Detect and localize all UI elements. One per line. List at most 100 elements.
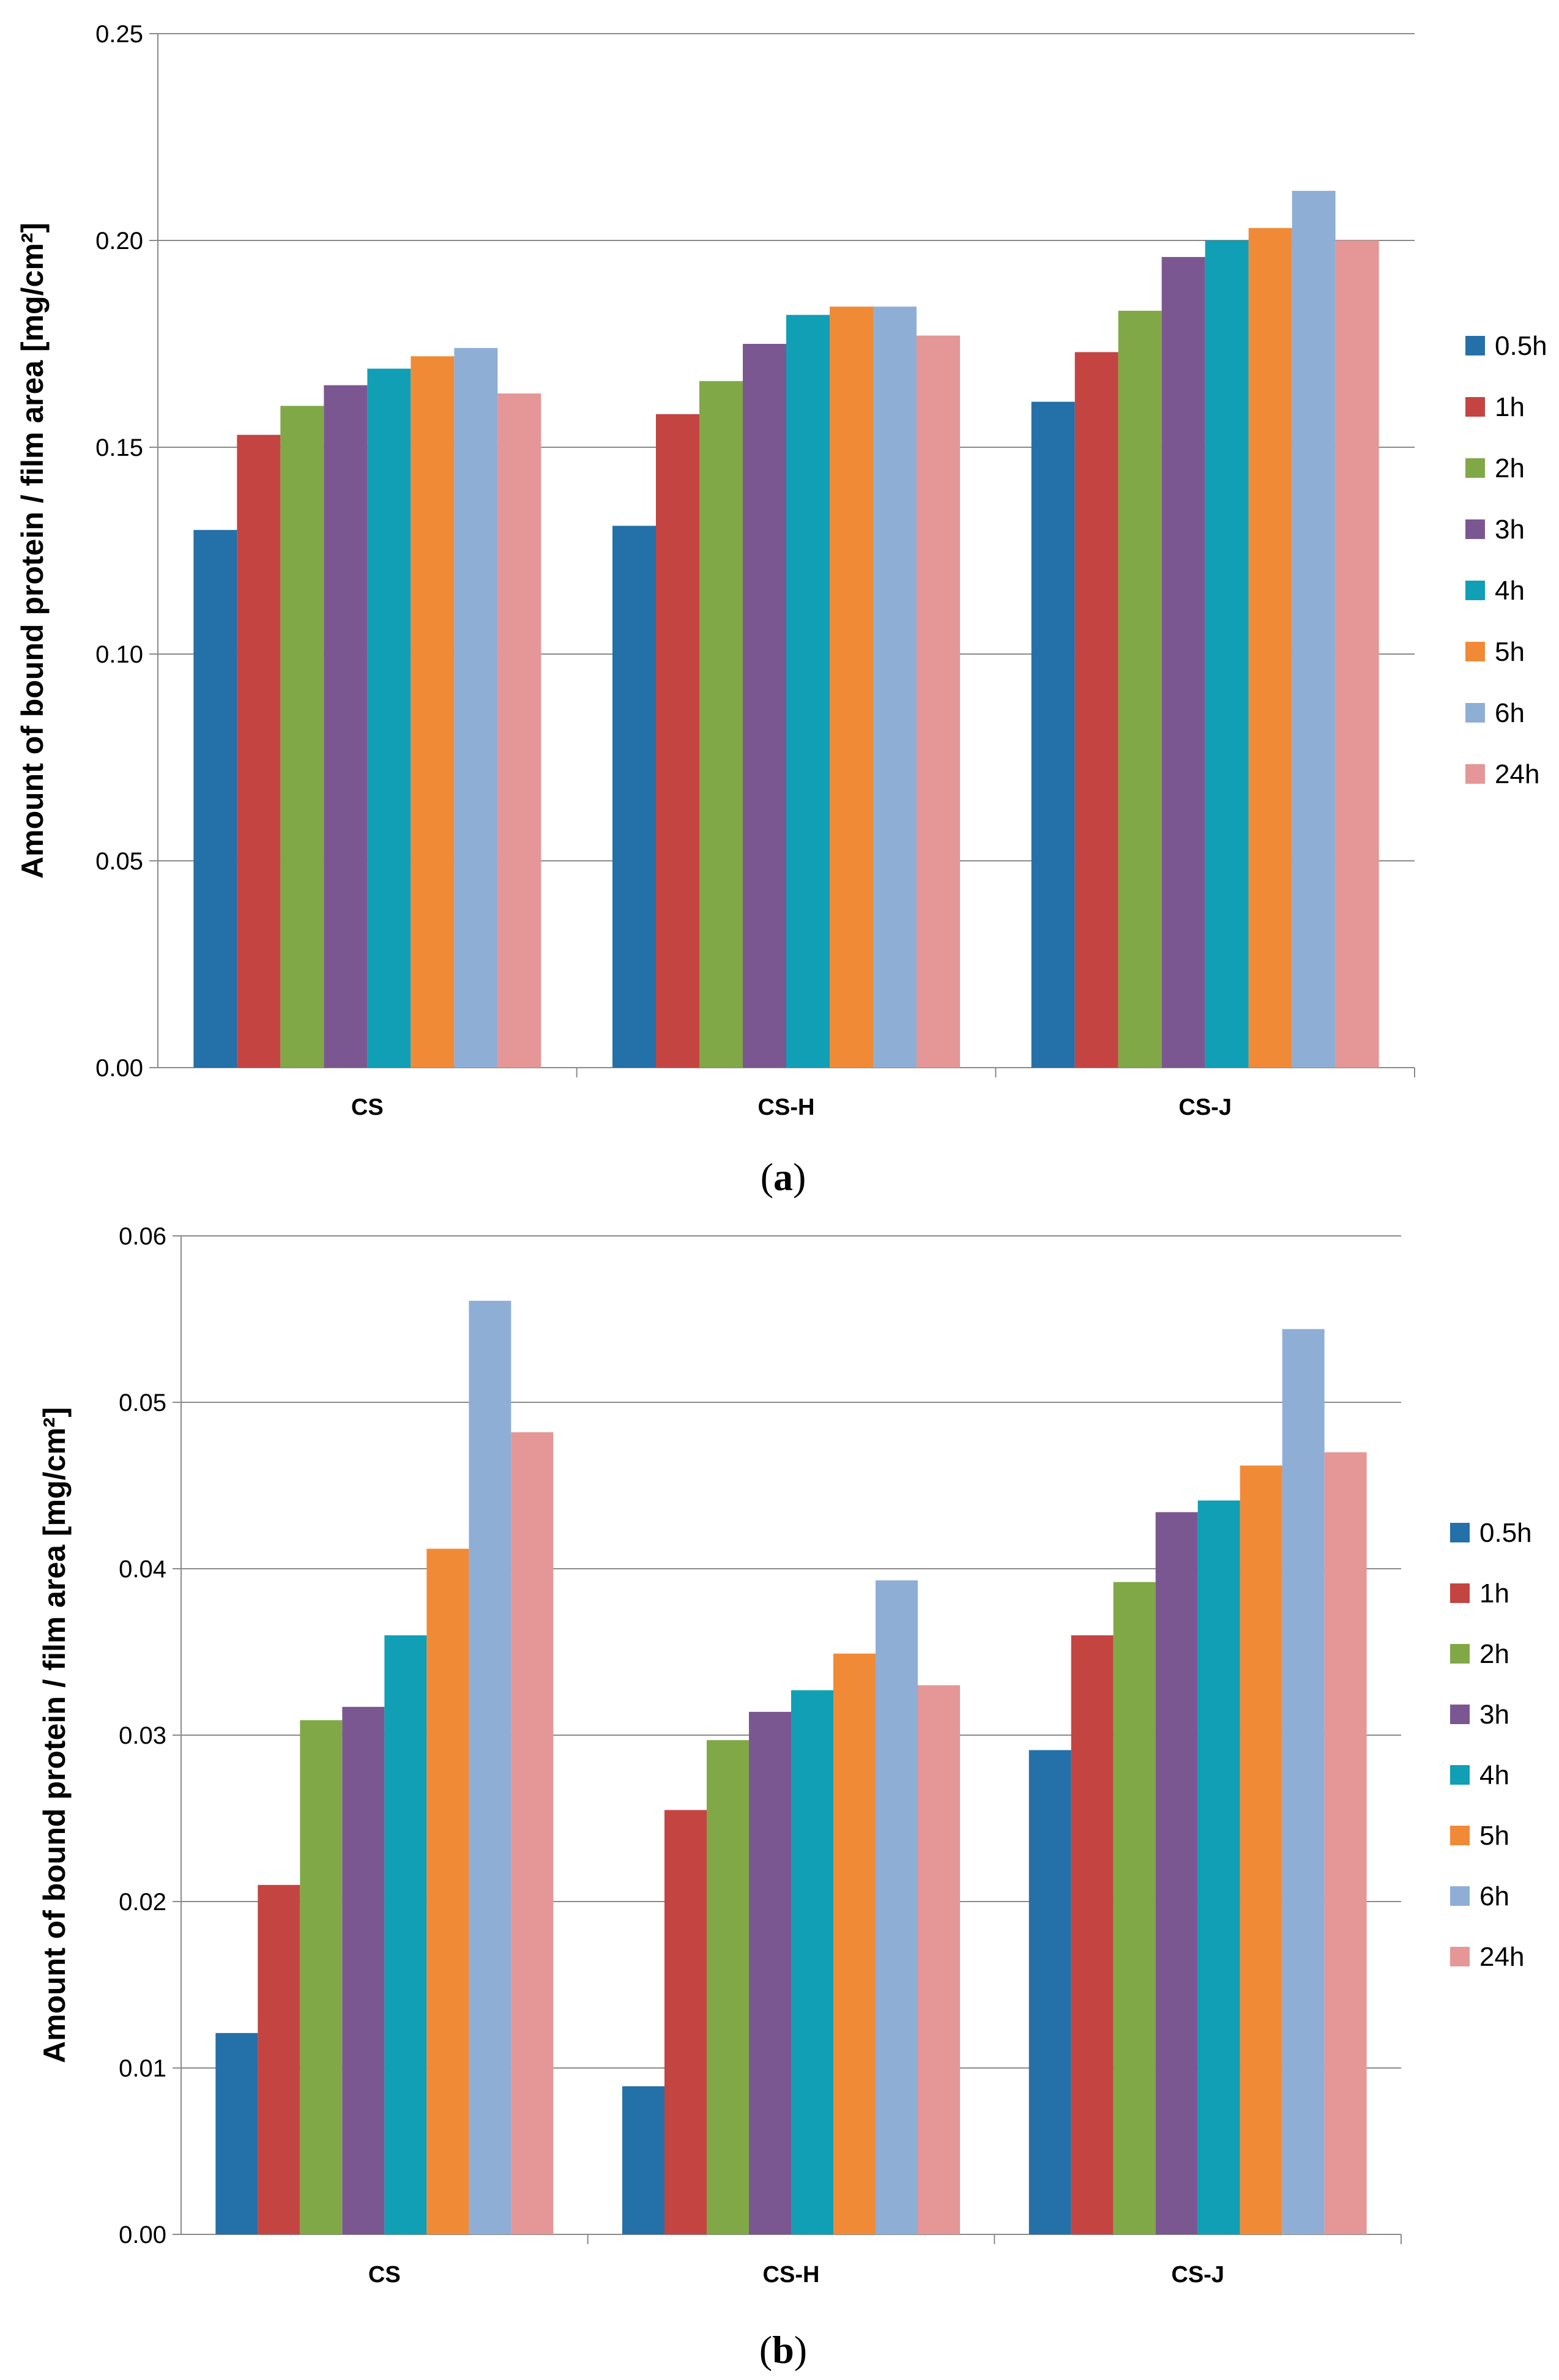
legend-swatch [1465,642,1485,661]
bar-cs-24h [511,1432,554,2234]
bar-cs-j-6h [1292,190,1336,1068]
legend-swatch [1465,764,1485,784]
legend-swatch [1450,1947,1470,1966]
legend-swatch [1450,1705,1470,1724]
bar-cs-h-1h [656,414,699,1068]
bar-cs-6h [469,1301,512,2234]
panel-caption: (b) [759,2328,807,2371]
y-tick-label: 0.05 [119,1389,166,1416]
legend-label: 6h [1495,698,1525,728]
legend-label: 1h [1495,392,1525,422]
bar-cs-0-5h [215,2032,258,2234]
bar-cs-h-5h [833,1653,876,2234]
y-tick-label: 0.01 [119,2055,166,2082]
x-category-label: CS-J [1171,2262,1224,2288]
legend-label: 0.5h [1495,331,1547,361]
bar-cs-h-3h [743,344,786,1068]
y-tick-label: 0.00 [95,1055,143,1082]
legend-swatch [1465,336,1485,355]
bar-cs-24h [497,393,541,1068]
bar-cs-j-3h [1161,257,1205,1068]
x-category-label: CS-J [1178,1095,1232,1120]
bar-cs-j-1h [1071,1635,1114,2234]
bar-cs-j-5h [1240,1465,1282,2234]
bar-cs-4h [384,1635,427,2234]
bar-cs-j-4h [1197,1500,1240,2234]
bar-cs-h-3h [749,1711,791,2234]
legend-swatch [1465,458,1485,478]
legend-swatch [1450,1765,1470,1785]
panel-a-chart: 0.00 0.05 0.10 0.15 0.20 0.25 CS CS-H CS-J Amount… [15,21,1547,1199]
bar-cs-3h [342,1706,385,2234]
bar-cs-j-6h [1282,1329,1325,2234]
bar-cs-h-6h [876,1580,918,2234]
legend-swatch [1450,1886,1470,1906]
x-category-label: CS-H [758,1095,815,1120]
legend-label: 3h [1479,1700,1509,1730]
legend-label: 5h [1479,1821,1509,1851]
x-category-label: CS-H [763,2262,820,2288]
bar-cs-h-1h [664,1810,707,2234]
legend-label: 24h [1495,759,1539,789]
bar-cs-h-0-5h [622,2086,664,2234]
bar-cs-3h [324,385,368,1068]
y-tick-label: 0.05 [95,848,143,875]
bar-cs-j-0-5h [1031,401,1075,1068]
bar-cs-6h [454,348,498,1068]
bar-cs-h-24h [917,335,960,1068]
legend-label: 6h [1479,1881,1509,1911]
bar-cs-j-2h [1118,310,1162,1068]
bar-cs-j-24h [1324,1452,1367,2234]
bar-cs-j-0-5h [1029,1750,1071,2234]
bar-cs-j-3h [1155,1512,1198,2234]
y-tick-label: 0.20 [95,228,143,255]
panel-caption-letter: b [772,2328,794,2371]
legend-swatch [1450,1523,1470,1542]
y-tick-label: 0.06 [119,1223,166,1250]
bar-cs-h-2h [707,1740,749,2234]
legend-swatch [1465,703,1485,723]
bar-cs-j-2h [1113,1582,1156,2234]
bar-cs-h-2h [699,381,743,1068]
legend-swatch [1450,1583,1470,1603]
bar-cs-j-1h [1074,352,1118,1068]
legend-label: 4h [1479,1760,1509,1790]
bar-cs-h-4h [786,314,830,1068]
legend-label: 4h [1495,576,1525,606]
bar-cs-j-5h [1248,228,1292,1068]
y-tick-label: 0.25 [95,21,143,48]
bar-cs-4h [367,368,411,1068]
bar-cs-1h [258,1884,300,2234]
bar-cs-h-0-5h [612,526,656,1068]
y-tick-label: 0.10 [95,641,143,668]
legend-swatch [1450,1644,1470,1664]
bar-cs-h-24h [918,1685,960,2234]
bar-cs-5h [426,1549,469,2234]
legend-label: 24h [1479,1942,1524,1972]
legend-swatch [1465,581,1485,600]
y-axis-label: Amount of bound protein / film area [mg/… [15,223,50,879]
bar-cs-h-4h [791,1690,833,2234]
bar-cs-h-5h [830,307,873,1068]
legend-label: 5h [1495,637,1525,667]
y-tick-label: 0.15 [95,434,143,461]
bar-cs-j-24h [1335,240,1379,1068]
x-category-label: CS [368,2262,401,2288]
bar-cs-5h [411,356,455,1068]
bar-cs-j-4h [1205,240,1249,1068]
bar-cs-2h [300,1720,343,2234]
panel-b-chart: 0.00 0.01 0.02 0.03 0.04 0.05 0.06 CS CS-H CS-J Am… [37,1223,1532,2371]
legend-label: 0.5h [1479,1518,1532,1548]
y-tick-label: 0.04 [119,1556,166,1583]
y-tick-label: 0.03 [119,1722,166,1749]
bar-cs-0-5h [193,530,237,1068]
legend-swatch [1450,1826,1470,1845]
bar-cs-h-6h [873,307,917,1068]
y-tick-label: 0.00 [119,2222,166,2248]
y-tick-label: 0.02 [119,1889,166,1916]
legend-label: 3h [1495,515,1525,545]
y-axis-label: Amount of bound protein / film area [mg/… [37,1407,72,2063]
legend-swatch [1465,397,1485,417]
panel-caption: (a) [761,1155,806,1199]
